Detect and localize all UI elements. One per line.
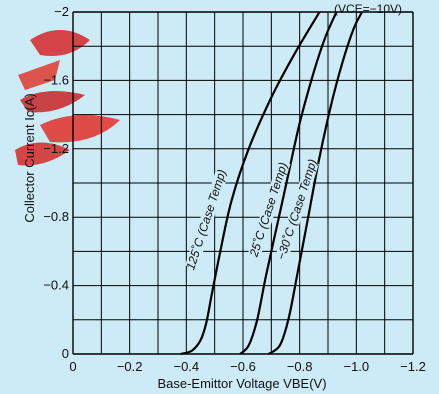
series-label-backdrop xyxy=(184,170,229,270)
condition-note: (VCE=−10V) xyxy=(334,2,402,16)
y-tick-label: −1.6 xyxy=(43,72,69,87)
series-label-backdrop xyxy=(247,160,291,260)
x-tick-label: −0.2 xyxy=(117,359,143,374)
x-tick-label: −0.8 xyxy=(287,359,313,374)
y-tick-label: 0 xyxy=(62,346,69,361)
x-tick-label: −1.2 xyxy=(400,359,426,374)
y-axis-title: Collector Current Ic(A) xyxy=(22,93,37,222)
y-tick-label: −1.2 xyxy=(43,141,69,156)
y-tick-label: −2 xyxy=(54,4,69,19)
x-tick-label: −0.6 xyxy=(230,359,256,374)
watermark-graphic xyxy=(15,30,120,166)
x-tick-label: −0.4 xyxy=(173,359,199,374)
tick-labels: 0 −0.2 −0.4 −0.6 −0.8 −1.0 −1.2 0 −0.4 −0.8 −1.2 −1… xyxy=(43,4,426,374)
series-line xyxy=(239,11,338,355)
x-tick-label: 0 xyxy=(69,359,76,374)
y-tick-label: −0.8 xyxy=(43,209,69,224)
x-tick-label: −1.0 xyxy=(343,359,369,374)
y-tick-label: −0.4 xyxy=(43,278,69,293)
x-axis-title: Base-Emittor Voltage VBE(V) xyxy=(157,376,326,391)
plot-grid xyxy=(72,11,414,355)
series-label-backdrop xyxy=(275,160,319,260)
series-curves xyxy=(180,11,363,356)
series-line xyxy=(267,11,363,355)
series-line xyxy=(180,11,321,356)
